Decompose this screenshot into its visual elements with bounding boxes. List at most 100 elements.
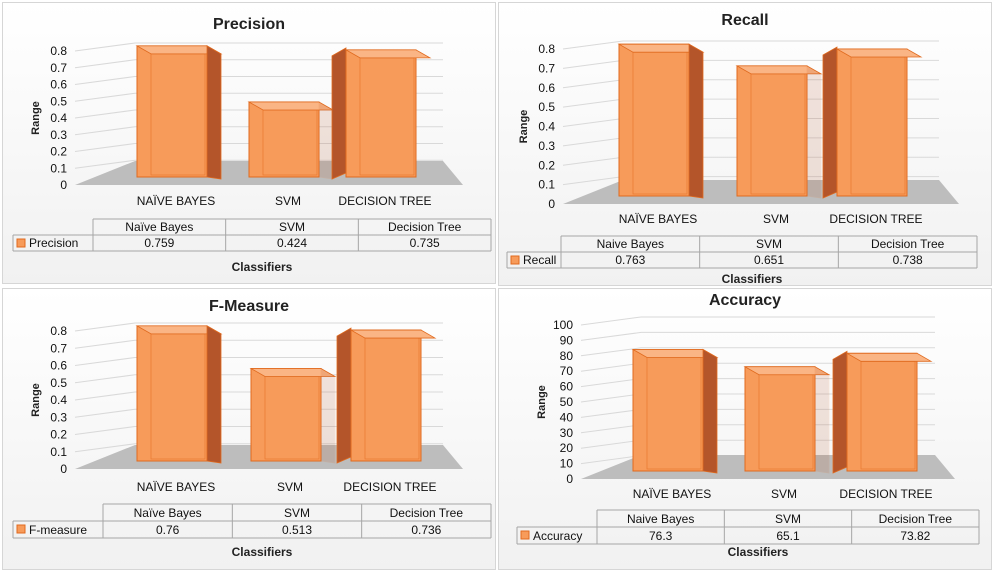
y-tick-label: 100: [553, 318, 573, 332]
bar-top-face: [743, 366, 831, 376]
bar-svm: [247, 101, 335, 180]
y-tick-label: 80: [560, 349, 574, 363]
bar-svm: [743, 366, 831, 474]
bar-front-face: [250, 368, 322, 462]
y-tick-label: 0.4: [538, 120, 555, 134]
chart-title: Recall: [721, 12, 768, 29]
y-tick-label: 0.7: [50, 61, 67, 75]
chart-title: Accuracy: [709, 292, 781, 309]
data-label: 0.735: [410, 236, 440, 250]
f-measure-chart-panel: F-Measure Range 0 0.1 0.2 0.3 0.4 0.5 0.6 0.7 0.8 N…: [2, 288, 496, 570]
bar-na-ve-bayes: [617, 43, 705, 199]
category-label: SVM: [275, 194, 301, 208]
bar-front-face: [350, 329, 422, 462]
bar-front-face: [136, 325, 208, 462]
y-tick-label: 0.5: [50, 94, 67, 108]
y-tick-label: 0.6: [50, 359, 67, 373]
y-tick-label: 0.8: [50, 44, 67, 58]
y-tick-label: 0.8: [50, 324, 67, 338]
bar-top-face: [835, 48, 923, 58]
y-tick-label: 0.3: [538, 139, 555, 153]
bar-front-face: [345, 49, 417, 178]
bar-front-face: [836, 48, 908, 197]
category-label: NAÏVE BAYES: [633, 487, 711, 501]
category-label: SVM: [763, 212, 789, 226]
bar-top-face: [845, 352, 933, 362]
f-measure-chart: F-Measure Range 0 0.1 0.2 0.3 0.4 0.5 0.6 0.7 0.8 N…: [12, 298, 492, 559]
category-label: DECISION TREE: [338, 194, 431, 208]
data-label: 0.513: [282, 523, 312, 537]
bar-na-ve-bayes: [135, 45, 223, 180]
y-tick-label: 60: [560, 380, 574, 394]
data-label: 0.651: [754, 253, 784, 267]
y-tick-label: 0: [60, 178, 67, 192]
data-table: Naïve Bayes SVM Decision Tree Precision 0.75…: [12, 218, 492, 252]
y-tick-label: 30: [560, 426, 574, 440]
data-table: Naïve Bayes SVM Decision Tree F-measure 0.76…: [12, 503, 492, 539]
bar-top-face: [249, 368, 337, 377]
data-label: 0.763: [615, 253, 645, 267]
bar-front-face: [846, 352, 918, 472]
chart-title: Precision: [213, 16, 285, 33]
data-label: 76.3: [649, 529, 673, 543]
legend-label: F-measure: [29, 523, 87, 537]
legend-label: Precision: [29, 236, 78, 250]
table-header: Decision Tree: [388, 220, 462, 234]
y-tick-label: 0.2: [50, 145, 67, 159]
data-table: Naive Bayes SVM Decision Tree Accuracy 76.3 6…: [516, 509, 980, 545]
category-label: NAÏVE BAYES: [137, 194, 215, 208]
legend-key: [510, 255, 520, 265]
table-header: Naive Bayes: [627, 512, 694, 526]
bar-top-face: [735, 65, 823, 75]
y-tick-label: 40: [560, 410, 574, 424]
category-label: SVM: [771, 487, 797, 501]
bar-side-face: [822, 46, 838, 199]
gridline: [580, 316, 935, 326]
data-label: 0.424: [277, 236, 307, 250]
y-tick-label: 0.3: [50, 128, 67, 142]
bar-side-face: [320, 367, 336, 464]
y-axis-title: Range: [30, 101, 42, 135]
bar-side-face: [806, 65, 822, 199]
accuracy-chart-panel: Accuracy Range 0 10 20 30 40 50 60 70 80 90 100 NAÏVE…: [498, 288, 992, 570]
bar-top-face: [344, 49, 432, 59]
y-tick-label: 0.4: [50, 393, 67, 407]
bar-side-face: [832, 350, 848, 474]
data-label: 0.759: [144, 236, 174, 250]
bar-svm: [249, 367, 337, 464]
bar-side-face: [336, 327, 352, 464]
data-table: Naive Bayes SVM Decision Tree Recall 0.763 0.…: [506, 235, 978, 269]
table-header: Naive Bayes: [597, 237, 664, 251]
y-tick-label: 0: [60, 462, 67, 476]
table-header: SVM: [756, 237, 782, 251]
data-label: 65.1: [776, 529, 800, 543]
y-tick-label: 0.5: [50, 376, 67, 390]
bar-side-face: [688, 43, 704, 199]
category-label: DECISION TREE: [343, 480, 436, 494]
y-tick-label: 20: [560, 441, 574, 455]
legend-key: [16, 238, 26, 248]
gridline: [74, 322, 443, 332]
table-header: Decision Tree: [879, 512, 953, 526]
x-axis-title: Classifiers: [722, 272, 783, 285]
bar-side-face: [702, 348, 718, 474]
legend-label: Recall: [523, 253, 556, 267]
gridline: [580, 331, 935, 341]
bar-front-face: [618, 43, 690, 197]
category-label: NAÏVE BAYES: [137, 480, 215, 494]
bar-front-face: [136, 45, 208, 178]
bar-front-face: [736, 65, 808, 197]
y-axis-title: Range: [536, 385, 548, 419]
bar-side-face: [206, 45, 222, 180]
bar-side-face: [331, 47, 347, 180]
bar-top-face: [349, 329, 437, 339]
table-header: Decision Tree: [871, 237, 945, 251]
y-tick-label: 0.4: [50, 111, 67, 125]
y-tick-label: 90: [560, 333, 574, 347]
legend-label: Accuracy: [533, 529, 582, 543]
bar-decision-tree: [336, 327, 437, 464]
category-label: SVM: [277, 480, 303, 494]
gridline: [580, 347, 935, 357]
y-tick-label: 0.7: [50, 341, 67, 355]
